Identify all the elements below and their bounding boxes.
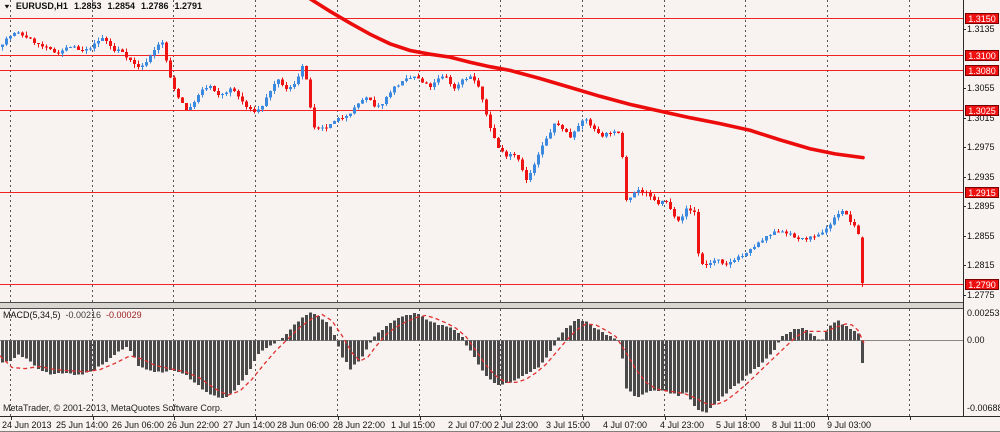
time-axis-tick bbox=[909, 417, 911, 420]
macd-axis-label: 0.00 bbox=[967, 335, 985, 345]
quote-open: 1.2853 bbox=[73, 1, 102, 11]
quote-high: 1.2854 bbox=[107, 1, 135, 11]
time-axis-tick bbox=[827, 417, 829, 420]
time-axis-label: 25 Jun 14:00 bbox=[56, 420, 109, 430]
time-axis-label: 2 Jul 23:00 bbox=[494, 420, 539, 430]
time-axis[interactable]: 24 Jun 2013 25 Jun 14:00 26 Jun 06:00 26 Ju… bbox=[0, 416, 1000, 431]
copyright-label: MetaTrader, © 2001-2013, MetaQuotes Soft… bbox=[3, 403, 223, 413]
macd-axis-label: 0.00253 bbox=[967, 308, 1000, 318]
time-axis-label: 4 Jul 23:00 bbox=[660, 420, 705, 430]
price-level-badge[interactable]: 1.2790 bbox=[965, 279, 999, 290]
time-axis-tick bbox=[500, 417, 502, 420]
price-level-badge[interactable]: 1.2915 bbox=[965, 187, 999, 198]
price-tick-label: 1.3015 bbox=[963, 113, 995, 123]
macd-name: MACD(5,34,5) bbox=[3, 310, 61, 320]
time-axis-label: 3 Jul 15:00 bbox=[546, 420, 591, 430]
time-axis-label: 26 Jun 22:00 bbox=[167, 420, 220, 430]
time-axis-label: 26 Jun 06:00 bbox=[112, 420, 165, 430]
time-axis-label: 4 Jul 07:00 bbox=[603, 420, 648, 430]
candlestick-chart[interactable] bbox=[0, 0, 963, 302]
time-axis-tick bbox=[419, 417, 421, 420]
price-tick-label: 1.3135 bbox=[963, 24, 995, 34]
time-axis-tick bbox=[582, 417, 584, 420]
time-axis-tick bbox=[173, 417, 175, 420]
time-axis-tick bbox=[10, 417, 12, 420]
macd-signal-value: -0.00029 bbox=[106, 310, 142, 320]
time-axis-label: 24 Jun 2013 bbox=[2, 420, 52, 430]
symbol-dropdown-icon[interactable]: ▼ bbox=[3, 2, 11, 11]
time-axis-label: 9 Jul 03:00 bbox=[827, 420, 872, 430]
price-tick-label: 1.2975 bbox=[963, 142, 995, 152]
time-axis-label: 1 Jul 15:00 bbox=[391, 420, 436, 430]
time-axis-tick bbox=[255, 417, 257, 420]
price-axis[interactable]: 1.3135 1.3055 1.3015 1.2975 1.2935 1.2895 1.28… bbox=[963, 0, 1000, 416]
macd-axis-label: -0.00688 bbox=[967, 403, 1000, 413]
time-axis-label: 28 Jun 06:00 bbox=[277, 420, 330, 430]
price-tick-label: 1.2895 bbox=[963, 201, 995, 211]
price-level-badge[interactable]: 1.3150 bbox=[965, 13, 999, 24]
price-tick-label: 1.2815 bbox=[963, 260, 995, 270]
time-axis-label: 5 Jul 18:00 bbox=[716, 420, 761, 430]
price-tick-label: 1.3055 bbox=[963, 83, 995, 93]
time-axis-tick bbox=[337, 417, 339, 420]
price-tick-label: 1.2775 bbox=[963, 290, 995, 300]
chart-title: ▼ EURUSD,H1 1.2853 1.2854 1.2786 1.2791 bbox=[3, 1, 202, 12]
macd-main-value: -0.00216 bbox=[65, 310, 102, 320]
symbol-period-label: EURUSD,H1 bbox=[15, 1, 68, 11]
price-level-badge[interactable]: 1.3080 bbox=[965, 65, 999, 76]
pane-separator[interactable] bbox=[0, 302, 1000, 309]
time-axis-tick bbox=[664, 417, 666, 420]
quote-low: 1.2786 bbox=[141, 1, 169, 11]
time-axis-label: 8 Jul 11:00 bbox=[772, 420, 816, 430]
macd-indicator-chart[interactable] bbox=[0, 309, 963, 416]
time-axis-label: 28 Jun 22:00 bbox=[333, 420, 386, 430]
price-level-badge[interactable]: 1.3025 bbox=[965, 105, 999, 116]
time-axis-tick bbox=[745, 417, 747, 420]
price-tick-label: 1.2935 bbox=[963, 172, 995, 182]
time-axis-label: 27 Jun 14:00 bbox=[223, 420, 276, 430]
quote-close: 1.2791 bbox=[174, 1, 203, 11]
time-axis-tick bbox=[92, 417, 94, 420]
time-axis-label: 2 Jul 07:00 bbox=[448, 420, 493, 430]
macd-indicator-label: MACD(5,34,5) -0.00216 -0.00029 bbox=[3, 310, 142, 321]
price-level-badge[interactable]: 1.3100 bbox=[965, 50, 999, 61]
price-tick-label: 1.2855 bbox=[963, 231, 995, 241]
